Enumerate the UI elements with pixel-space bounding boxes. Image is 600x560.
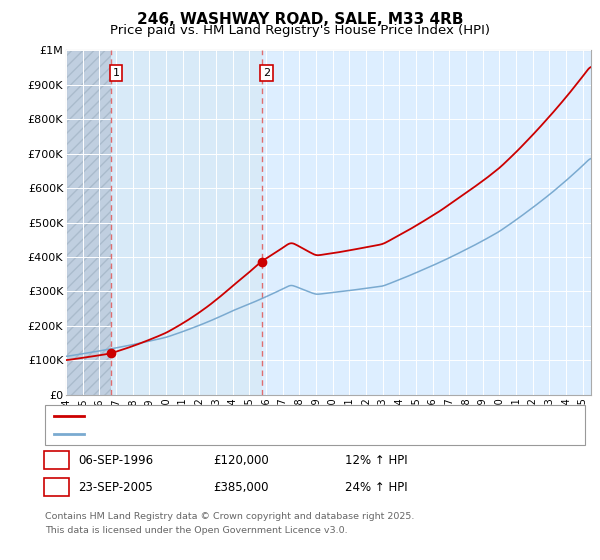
Text: 23-SEP-2005: 23-SEP-2005	[78, 480, 153, 494]
Bar	[66, 50, 111, 395]
Text: Contains HM Land Registry data © Crown copyright and database right 2025.
This d: Contains HM Land Registry data © Crown c…	[45, 512, 415, 535]
Text: 246, WASHWAY ROAD, SALE, M33 4RB (detached house): 246, WASHWAY ROAD, SALE, M33 4RB (detach…	[90, 411, 405, 421]
Text: 24% ↑ HPI: 24% ↑ HPI	[345, 480, 407, 494]
Text: 2: 2	[53, 480, 60, 494]
Text: 2: 2	[263, 68, 270, 78]
Text: 1: 1	[53, 454, 60, 467]
Text: £385,000: £385,000	[213, 480, 269, 494]
Text: £120,000: £120,000	[213, 454, 269, 467]
Text: 246, WASHWAY ROAD, SALE, M33 4RB: 246, WASHWAY ROAD, SALE, M33 4RB	[137, 12, 463, 27]
Text: 12% ↑ HPI: 12% ↑ HPI	[345, 454, 407, 467]
Bar	[111, 50, 262, 395]
Text: 1: 1	[112, 68, 119, 78]
Text: Price paid vs. HM Land Registry's House Price Index (HPI): Price paid vs. HM Land Registry's House …	[110, 24, 490, 37]
Text: 06-SEP-1996: 06-SEP-1996	[78, 454, 153, 467]
Text: HPI: Average price, detached house, Trafford: HPI: Average price, detached house, Traf…	[90, 430, 339, 439]
